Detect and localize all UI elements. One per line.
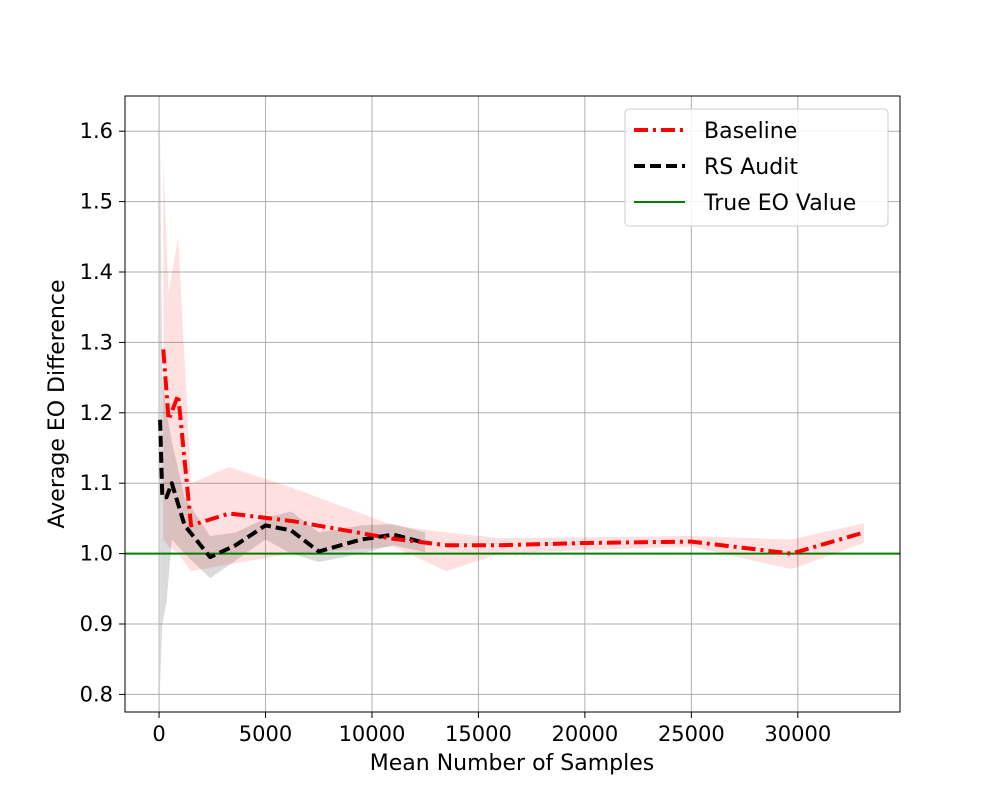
x-tick-label: 5000 [239, 722, 292, 746]
y-tick-label: 1.2 [80, 401, 113, 425]
y-axis-label: Average EO Difference [45, 280, 70, 529]
x-axis-label: Mean Number of Samples [370, 751, 654, 776]
confidence-band-baseline [163, 159, 864, 572]
series-line-rs-audit [158, 419, 426, 560]
y-tick-label: 1.3 [80, 330, 113, 354]
x-tick-label: 10000 [339, 722, 406, 746]
y-tick-label: 1.0 [80, 542, 113, 566]
x-tick-label: 0 [152, 722, 165, 746]
x-tick-label: 15000 [445, 722, 512, 746]
y-tick-label: 1.5 [80, 190, 113, 214]
x-tick-label: 30000 [764, 722, 831, 746]
plot-frame [124, 95, 901, 713]
legend-label-true-eo-value: True EO Value [703, 191, 856, 216]
y-tick-label: 0.8 [80, 682, 113, 706]
series-lines [125, 349, 900, 560]
legend-label-rs-audit: RS Audit [704, 155, 798, 180]
axis-ticks: 0 5000 10000 15000 20000 25000 30000 0.8 0.9 1.0 1… [80, 119, 832, 746]
y-tick-label: 0.9 [80, 612, 113, 636]
legend-frame [624, 108, 889, 227]
x-tick-label: 25000 [658, 722, 725, 746]
y-tick-label: 1.1 [80, 471, 113, 495]
x-tick-label: 20000 [551, 722, 618, 746]
y-tick-label: 1.6 [80, 119, 113, 143]
legend-label-baseline: Baseline [704, 119, 797, 144]
legend: Baseline RS Audit True EO Value [624, 108, 889, 227]
series-line-baseline [161, 349, 865, 556]
y-tick-label: 1.4 [80, 260, 113, 284]
